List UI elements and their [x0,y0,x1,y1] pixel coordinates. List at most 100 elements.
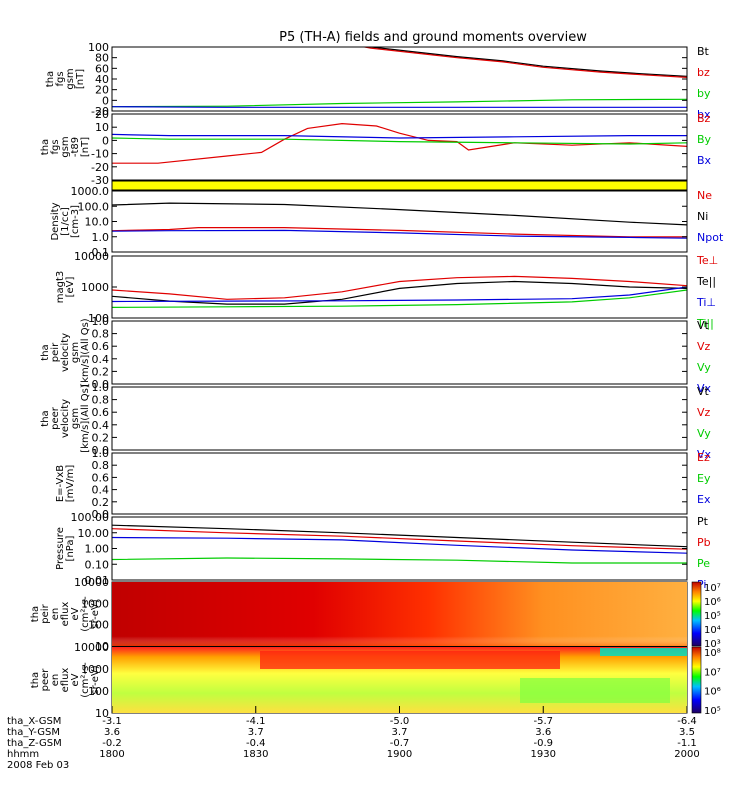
y-tick-label: -30 [91,174,109,187]
y-tick-label: 100 [88,41,109,54]
legend-entry: Bz [697,112,711,125]
y-axis-label: fgs [50,139,61,154]
colorbar-label: 10⁶ [704,687,721,698]
panel-yellow-bar [111,180,688,191]
fgs-gsm-dt-series-green [112,137,687,145]
y-axis-label: gsm [60,136,71,157]
y-tick-label: 1.0 [92,447,110,460]
density-series-blue [112,229,687,239]
legend-entry: Vy [697,361,711,374]
legend-entry: By [697,133,712,146]
legend-entry: Te|| [696,275,716,288]
y-axis-label: en [50,608,61,621]
y-axis-label: [cm-3] [70,205,81,238]
y-tick-label: 0.6 [92,406,110,419]
colorbar-label: 10⁵ [704,611,721,622]
y-axis-label: tha [30,672,41,688]
legend-entry: Pb [697,536,711,549]
legend-entry: bx [697,108,711,121]
fgs-gsm-series-green [112,98,687,108]
legend-entry: Ey [697,472,711,485]
peir-colorbar [691,581,702,647]
y-axis-label: gsm [70,408,81,429]
legend-entry: Te⊥ [696,254,718,267]
y-axis-label: fgs [55,71,66,86]
orbit-value: -0.9 [533,738,553,749]
legend-entry: by [697,87,711,100]
density-series-black [112,202,687,226]
panel-pressure: 100.00 10.00 1.00 0.10 0.01 Pressure [nPa] Pt Pb… [55,511,711,591]
y-tick-label: 10000 [74,576,109,589]
orbit-value: -0.4 [246,738,266,749]
panel-frame [111,516,688,581]
pressure-series-black [112,524,687,548]
orbit-value: 3.7 [248,727,264,738]
legend-entry: Vz [697,406,711,419]
y-tick-label: 40 [95,73,109,86]
y-tick-label: 0.01 [85,574,110,587]
y-tick-label: 60 [95,62,109,75]
y-tick-label: 100 [88,685,109,698]
y-axis-label: tha [40,344,51,360]
y-tick-label: 100.0 [78,200,110,213]
y-tick-label: 0.6 [92,340,110,353]
y-tick-label: 0.8 [92,394,110,407]
x-tick-label: 1900 [387,749,412,760]
y-tick-label: -10 [91,148,109,161]
y-axis-label: sr-eV) [90,665,101,694]
y-axis-label: velocity [60,333,71,372]
panel-frame [111,190,688,253]
y-axis-label: eV [70,673,81,686]
fgs-gsm-series-red [361,47,687,78]
y-tick-label: 1.0 [92,231,110,244]
panel-density: 1000.0 100.0 10.0 1.0 0.1 Density [1/cc] [cm-3]… [50,185,724,259]
y-axis-label: [eV] [65,277,76,298]
peer-spectrogram-green-patch [520,678,670,703]
temperature-series-red [112,275,687,300]
y-tick-label: 0.0 [92,508,110,521]
y-tick-label: 0.4 [92,353,110,366]
y-tick-label: 0.10 [85,558,110,571]
temperature-series-green [112,289,687,308]
y-axis-label: tha [40,410,51,426]
orbit-value: -5.0 [390,716,410,727]
y-tick-label: 0 [102,134,109,147]
y-axis-label: peir [40,603,51,623]
y-tick-label: 10.00 [78,527,110,540]
y-axis-label: [mV/m] [65,465,76,503]
orbit-value: -0.2 [102,738,122,749]
y-axis-label: [1/cc] [60,207,71,236]
orbit-row-label: tha_Y-GSM [7,727,60,738]
orbit-value: 3.6 [104,727,120,738]
legend-entry: Ti|| [696,317,714,330]
legend-entry: Npot [697,231,724,244]
x-tick-label: 1930 [531,749,556,760]
y-tick-label: 0.8 [92,328,110,341]
y-tick-label: 80 [95,52,109,65]
panel-temperature: 10000 1000 100 magt3 [eV] Te⊥ Te|| Ti⊥ Ti|| [55,250,718,330]
y-tick-label: 10000 [74,641,109,654]
y-axis-label: peer [40,668,51,692]
y-axis-label: [nT] [80,137,91,157]
y-tick-label: -20 [91,161,109,174]
colorbar-label: 10⁵ [704,706,721,717]
y-tick-label: -20 [91,105,109,118]
peer-spectrogram-highband [260,651,560,669]
legend-entry: Vy [697,427,711,440]
y-tick-label: 1000 [81,663,109,676]
y-axis-label: [km/s](All Qs) [80,318,91,386]
legend-entry: Ex [697,493,711,506]
y-tick-label: 0.2 [92,496,110,509]
orbit-value: -4.1 [246,716,266,727]
panel-frame [111,255,688,319]
legend-entry: Vt [697,385,710,398]
y-tick-label: 0.8 [92,459,110,472]
fgs-gsm-dt-series-blue [112,133,687,139]
y-axis-label: tha [30,606,41,622]
pressure-series-green [112,557,687,564]
pressure-series-blue [112,536,687,554]
y-tick-label: 0.0 [92,444,110,457]
